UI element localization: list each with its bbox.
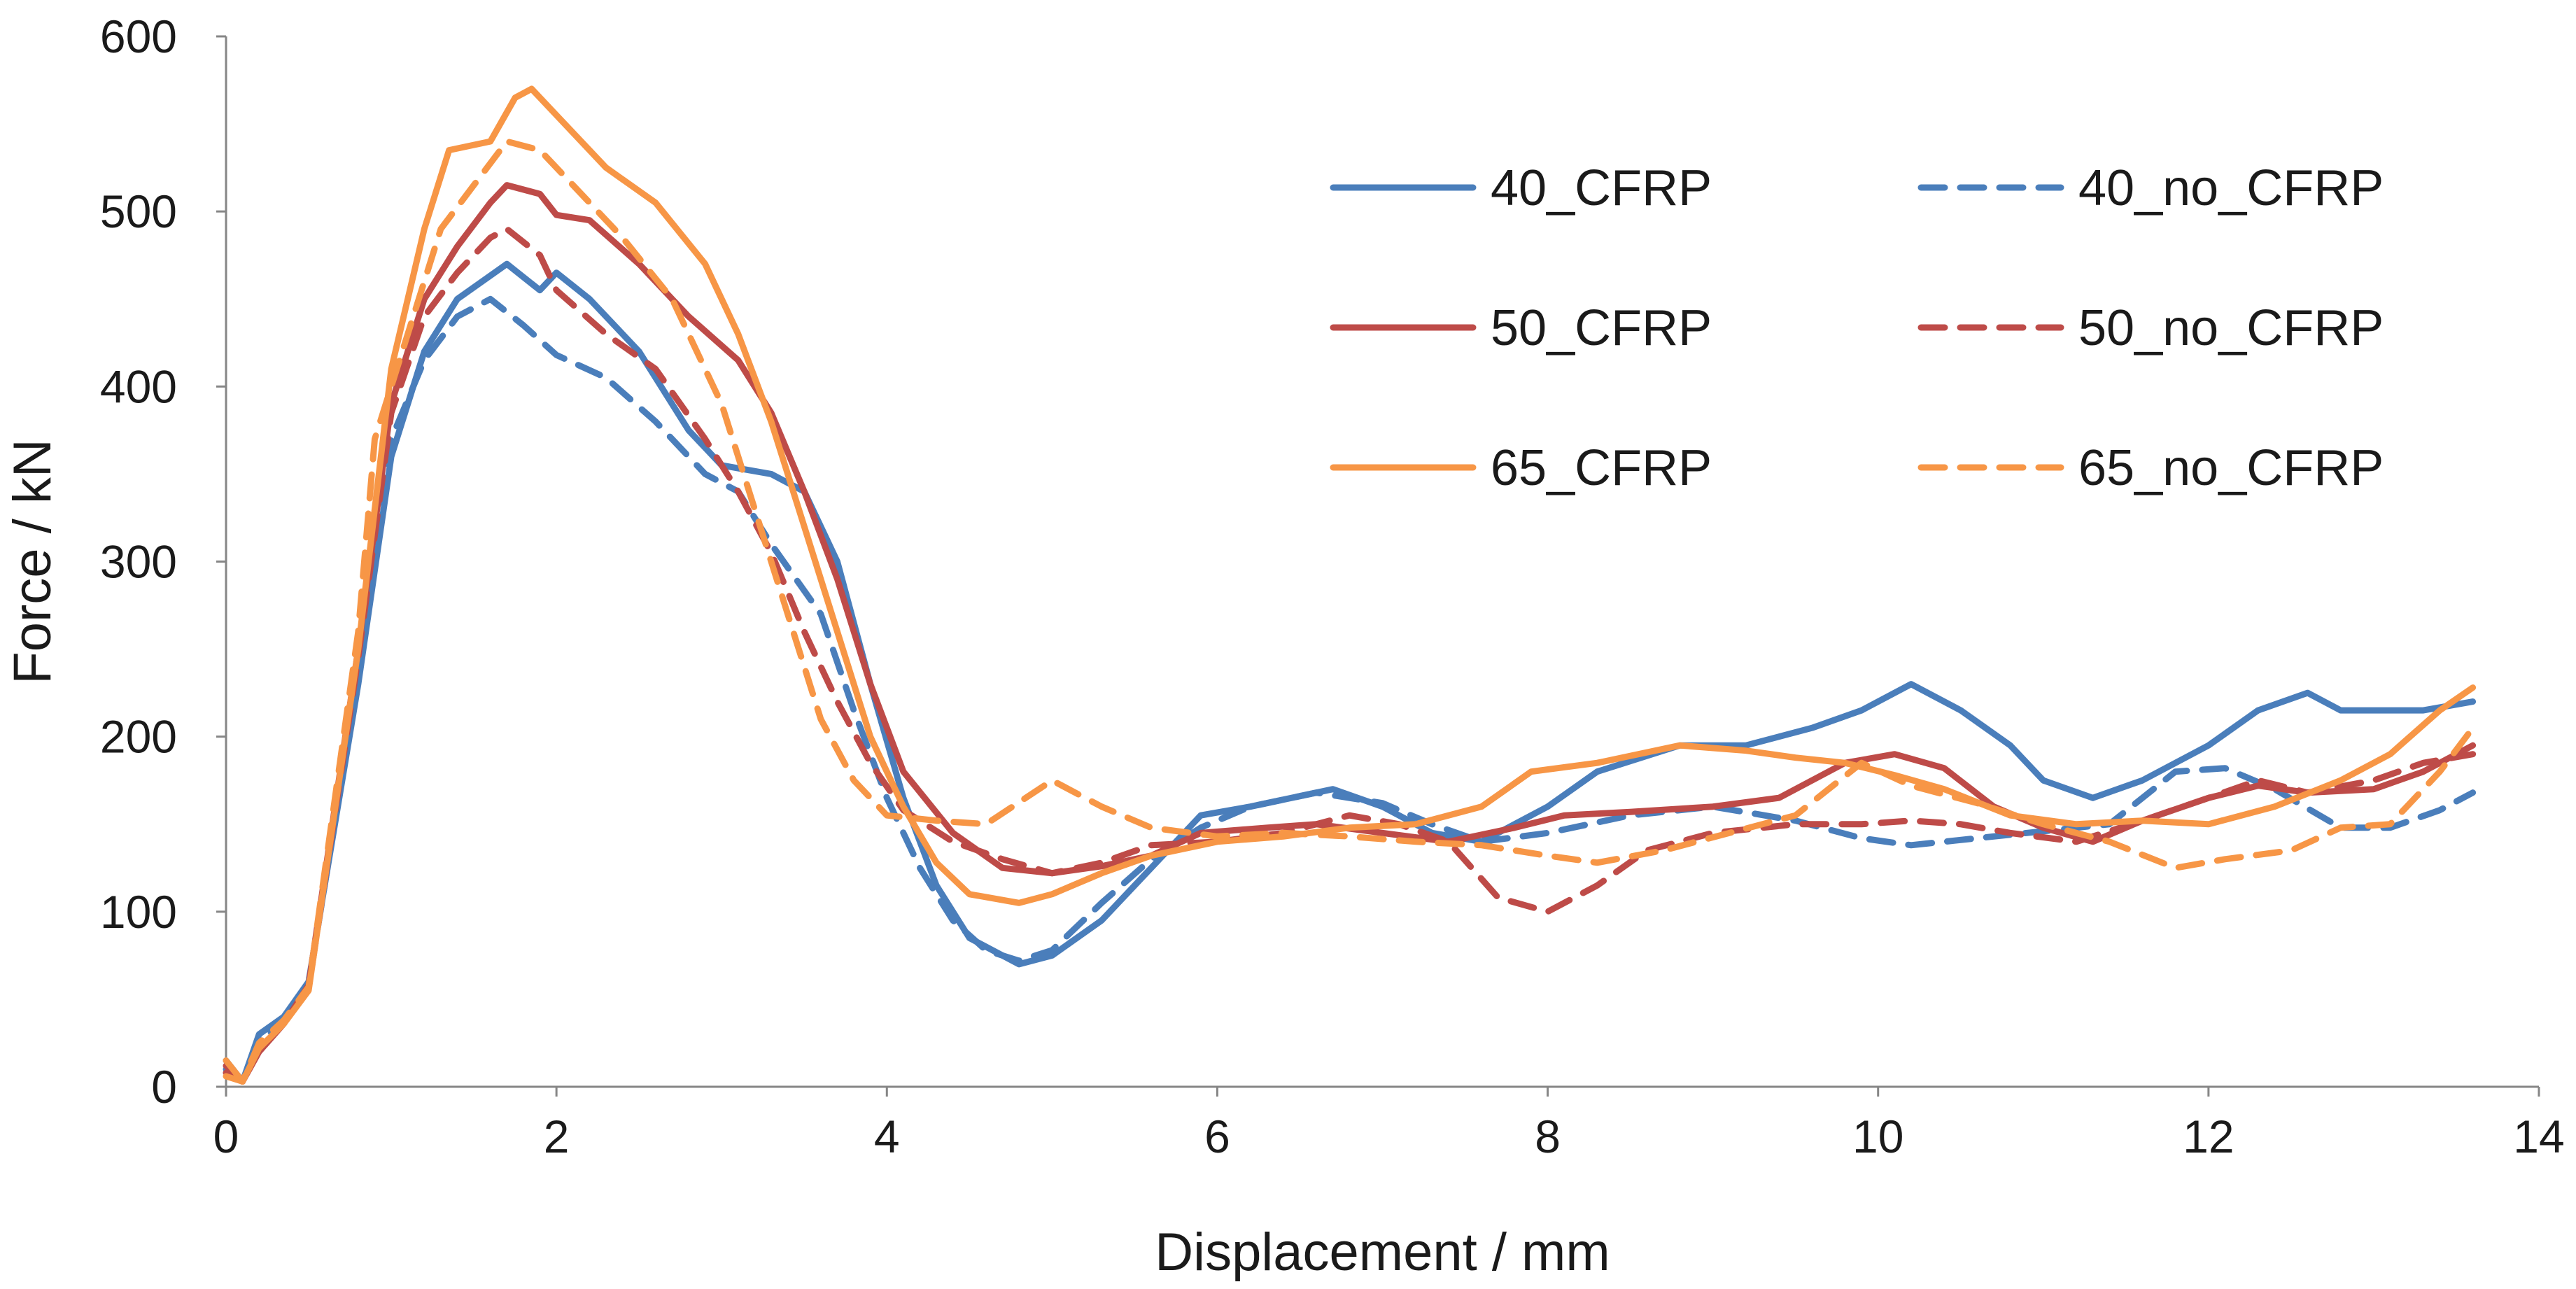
legend-label: 65_CFRP [1491, 440, 1712, 496]
y-tick-label: 600 [100, 10, 177, 62]
series-line-40-cfrp [223, 260, 2477, 1085]
x-axis-title: Displacement / mm [1155, 1223, 1610, 1282]
y-tick-label: 100 [100, 886, 177, 938]
x-tick-label: 6 [1204, 1111, 1230, 1162]
x-tick-label: 8 [1535, 1111, 1561, 1162]
legend-label: 40_no_CFRP [2078, 160, 2384, 216]
series-line-50-no-cfrp [223, 225, 2477, 1085]
legend-label: 40_CFRP [1491, 160, 1712, 216]
legend-label: 65_no_CFRP [2078, 440, 2384, 496]
x-tick-label: 14 [2513, 1111, 2564, 1162]
x-tick-label: 0 [213, 1111, 239, 1162]
series-line-65-cfrp [223, 85, 2477, 1085]
series-layer [223, 85, 2477, 1085]
x-tick-label: 12 [2183, 1111, 2234, 1162]
x-tick-label: 4 [874, 1111, 900, 1162]
legend: 40_CFRP 40_no_CFRP 50_CFRP 50_no_CFRP 65_CFR… [1330, 160, 2384, 496]
legend-label: 50_CFRP [1491, 300, 1712, 356]
y-axis-ticks: 0 100 200 300 400 500 600 [100, 10, 226, 1113]
y-tick-label: 500 [100, 185, 177, 237]
x-tick-label: 10 [1852, 1111, 1903, 1162]
y-tick-label: 200 [100, 711, 177, 763]
x-axis-ticks: 0 2 4 6 8 10 12 14 [213, 1087, 2565, 1162]
legend-label: 50_no_CFRP [2078, 300, 2384, 356]
y-axis-title: Force / kN [3, 439, 62, 684]
y-tick-label: 300 [100, 536, 177, 588]
series-line-65-no-cfrp [223, 138, 2477, 1085]
series-line-40-no-cfrp [223, 295, 2477, 1085]
y-tick-label: 0 [151, 1061, 177, 1113]
y-tick-label: 400 [100, 360, 177, 412]
x-tick-label: 2 [544, 1111, 570, 1162]
